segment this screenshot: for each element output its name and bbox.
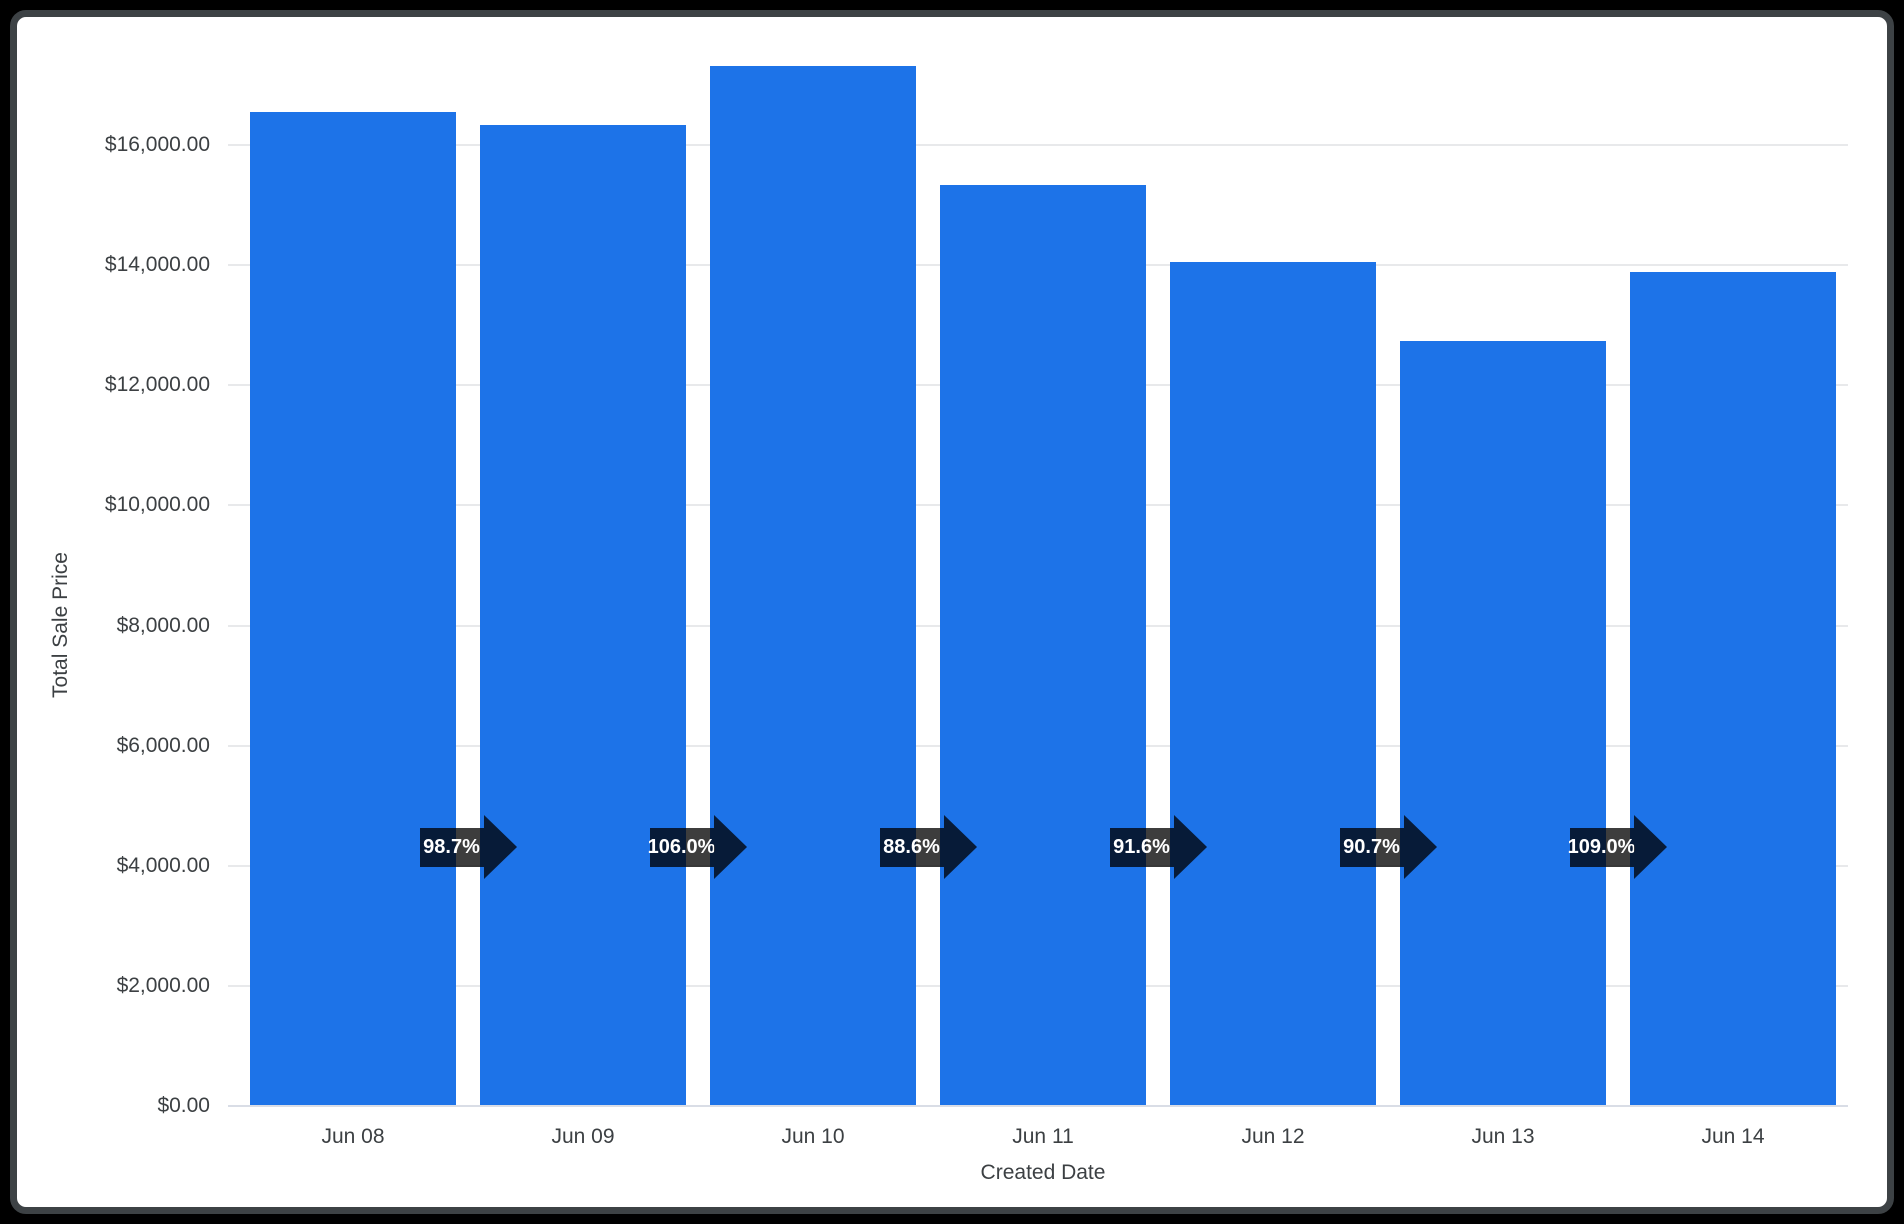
y-axis-tick-label: $8,000.00	[116, 613, 210, 637]
growth-arrow-badge: 91.6%	[1109, 815, 1207, 879]
x-axis-tick-label: Jun 10	[781, 1125, 845, 1148]
growth-arrow-badge: 90.7%	[1339, 815, 1437, 879]
y-axis-tick-label: $6,000.00	[116, 733, 210, 757]
arrow-right-icon	[943, 815, 977, 879]
x-axis-tick-label: Jun 12	[1241, 1125, 1305, 1148]
growth-arrow-badge: 109.0%	[1568, 815, 1667, 879]
arrow-right-icon	[1633, 815, 1667, 879]
x-axis-tick-label: Jun 14	[1701, 1125, 1765, 1148]
bar-jun-14[interactable]	[1630, 271, 1836, 1106]
growth-arrow-badge: 98.7%	[419, 815, 517, 879]
x-axis-baseline	[228, 1105, 1848, 1107]
x-axis-tick-label: Jun 11	[1012, 1125, 1074, 1148]
arrow-right-icon	[1173, 815, 1207, 879]
growth-percent-label: 109.0%	[1568, 827, 1635, 867]
y-axis-tick-label: $2,000.00	[116, 973, 210, 997]
bar-jun-12[interactable]	[1170, 262, 1376, 1106]
y-axis-tick-label: $4,000.00	[116, 853, 210, 877]
growth-percent-label: 98.7%	[419, 827, 484, 867]
x-axis-tick-label: Jun 13	[1471, 1125, 1535, 1148]
growth-arrow-badge: 106.0%	[648, 815, 747, 879]
y-axis-title: Total Sale Price	[49, 552, 72, 698]
y-axis-tick-label: $16,000.00	[104, 133, 210, 156]
growth-arrow-badge: 88.6%	[879, 815, 977, 879]
growth-percent-label: 88.6%	[879, 827, 944, 867]
x-axis-tick-label: Jun 08	[321, 1125, 385, 1148]
bar-jun-10[interactable]	[710, 66, 916, 1106]
y-axis-tick-label: $12,000.00	[104, 373, 210, 397]
x-axis-tick-label: Jun 09	[551, 1125, 615, 1148]
arrow-right-icon	[713, 815, 747, 879]
y-axis-tick-label: $10,000.00	[104, 493, 210, 517]
x-axis-title: Created Date	[980, 1161, 1106, 1184]
y-axis-tick-label: $0.00	[157, 1094, 210, 1117]
arrow-right-icon	[1403, 815, 1437, 879]
growth-percent-label: 106.0%	[648, 827, 715, 867]
bar-jun-13[interactable]	[1400, 340, 1606, 1106]
growth-percent-label: 90.7%	[1339, 827, 1404, 867]
arrow-right-icon	[483, 815, 517, 879]
growth-percent-label: 91.6%	[1109, 827, 1174, 867]
y-axis-tick-label: $14,000.00	[104, 253, 210, 277]
y-gridline	[228, 144, 1848, 146]
bar-jun-08[interactable]	[250, 111, 456, 1106]
bar-jun-11[interactable]	[940, 184, 1146, 1106]
bar-jun-09[interactable]	[480, 125, 686, 1106]
